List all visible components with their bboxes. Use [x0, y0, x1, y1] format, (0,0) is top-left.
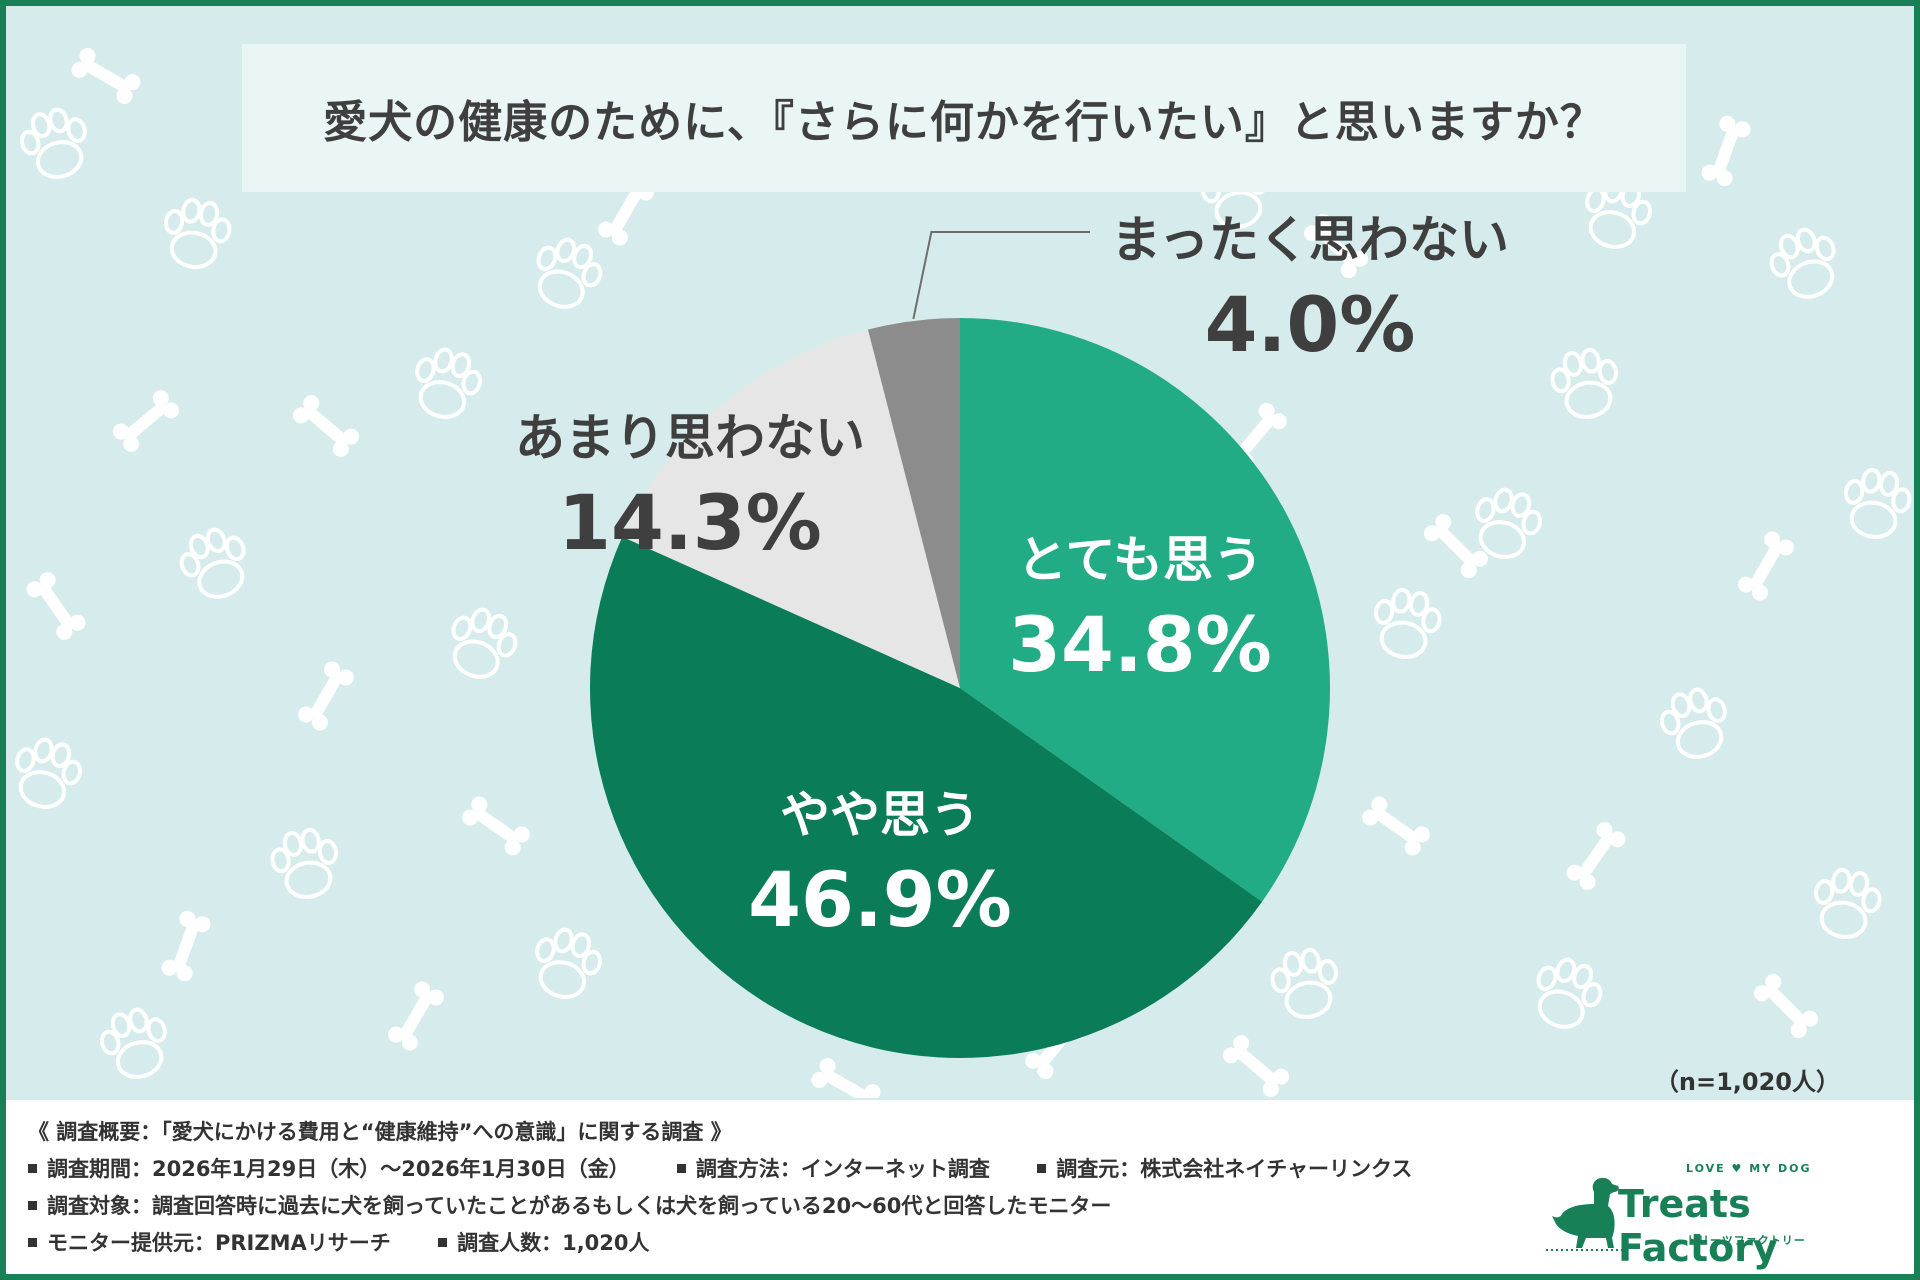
footer-count: 調査人数：1,020人 [438, 1231, 650, 1255]
slice-label-mattaku: まったく思わない 4.0% [1100, 200, 1520, 369]
bullet-square-icon [28, 1200, 37, 1210]
paw-print-icon [535, 927, 603, 999]
footer-provider: モニター提供元：PRIZMAリサーチ [28, 1231, 391, 1255]
bone-icon [1303, 213, 1369, 279]
paw-print-icon [15, 737, 83, 809]
paw-print-icon [99, 1007, 167, 1079]
bone-icon [388, 981, 444, 1051]
bone-icon [161, 910, 211, 982]
paw-print-icon [1475, 487, 1543, 559]
paw-print-icon [1769, 227, 1836, 299]
paw-bone-background-pattern [15, 48, 1912, 1098]
leader-line [912, 231, 1090, 320]
pie-chart [590, 231, 1331, 1058]
slice-name-amari: あまり思わない [515, 409, 865, 467]
bone-icon [1423, 513, 1489, 579]
paw-print-icon [415, 347, 483, 419]
logo-kana: トリーツファクトリー [1686, 1234, 1806, 1247]
treats-factory-logo: LOVE ♥ MY DOG Treats Factory トリーツファクトリー [1546, 1162, 1886, 1270]
slice-label-yaya: やや思う 46.9% [700, 775, 1060, 944]
bullet-square-icon [676, 1163, 686, 1173]
slice-value-yaya: 46.9% [748, 855, 1012, 944]
bone-icon [71, 48, 141, 104]
paw-print-icon [1843, 467, 1912, 539]
dog-silhouette-icon [1546, 1177, 1624, 1251]
slice-value-mattaku: 4.0% [1204, 280, 1416, 369]
slice-label-totemo: とても思う 34.8% [960, 520, 1320, 689]
logo-name: Treats Factory [1618, 1182, 1778, 1270]
pie-slice-2 [622, 329, 960, 688]
logo-tagline: LOVE ♥ MY DOG [1686, 1162, 1812, 1175]
slice-value-amari: 14.3% [558, 478, 822, 567]
chart-title: 愛犬の健康のために、『さらに何かを行いたい』と思いますか？ [323, 97, 1605, 148]
paw-print-icon [163, 197, 232, 269]
bone-icon [298, 661, 354, 731]
title-box: 愛犬の健康のために、『さらに何かを行いたい』と思いますか？ [242, 44, 1686, 192]
pie-slice-0 [960, 318, 1331, 902]
bone-icon [1753, 973, 1819, 1039]
bone-icon [1225, 402, 1287, 470]
paw-print-icon [1373, 587, 1442, 659]
paw-print-icon [1536, 957, 1603, 1029]
bone-icon [1362, 796, 1430, 856]
bone-icon [1701, 115, 1751, 187]
footer-method: 調査方法：インターネット調査 [676, 1157, 990, 1181]
paw-print-icon [1270, 947, 1339, 1019]
pie-slice-3 [867, 318, 960, 688]
bullet-square-icon [28, 1237, 37, 1247]
footer-heading: 《 調査概要：「愛犬にかける費用と“健康維持”への意識」に関する調査 》 [28, 1120, 732, 1144]
footer-source: 調査元：株式会社ネイチャーリンクス [1037, 1157, 1412, 1181]
paw-print-icon [19, 107, 87, 179]
bullet-square-icon [1037, 1163, 1047, 1173]
bone-icon [811, 1058, 881, 1098]
bone-icon [462, 796, 530, 856]
slice-name-yaya: やや思う [780, 786, 980, 844]
paw-print-icon [536, 237, 603, 309]
bone-icon [1566, 822, 1626, 890]
paw-print-icon [451, 607, 518, 679]
footer-period: 調査期間：2026年1月29日（木）～2026年1月30日（金） [28, 1157, 630, 1181]
paw-print-icon [1659, 687, 1727, 759]
bone-icon [112, 390, 180, 452]
paw-print-icon [1585, 177, 1653, 249]
bullet-square-icon [438, 1237, 448, 1247]
bone-icon [26, 572, 86, 640]
footer-line-provider: モニター提供元：PRIZMAリサーチ 調査人数：1,020人 [28, 1225, 1914, 1262]
footer-line-period: 調査期間：2026年1月29日（木）～2026年1月30日（金） 調査方法：イン… [28, 1151, 1914, 1188]
slice-label-amari: あまり思わない 14.3% [500, 398, 880, 567]
paw-print-icon [179, 527, 246, 599]
pie-slice-1 [590, 536, 1263, 1058]
slice-name-totemo: とても思う [1017, 531, 1263, 589]
bullet-square-icon [28, 1163, 37, 1173]
paw-print-icon [270, 827, 339, 899]
bone-icon [292, 395, 360, 457]
sample-size-note: （n=1,020人） [1654, 1068, 1840, 1096]
bone-icon [1222, 1035, 1290, 1097]
paw-print-icon [1813, 867, 1882, 939]
bone-icon [1738, 531, 1794, 601]
slice-value-totemo: 34.8% [1008, 600, 1272, 689]
paw-print-icon [1550, 347, 1619, 419]
footer-target: 調査対象：調査回答時に過去に犬を飼っていたことがあるもしくは犬を飼っている20～… [28, 1194, 1111, 1218]
slice-name-mattaku: まったく思わない [1111, 211, 1509, 269]
footer-line-target: 調査対象：調査回答時に過去に犬を飼っていたことがあるもしくは犬を飼っている20～… [28, 1188, 1914, 1225]
